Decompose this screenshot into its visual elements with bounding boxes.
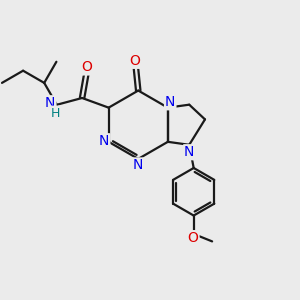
Text: O: O (129, 54, 140, 68)
Text: N: N (99, 134, 110, 148)
Text: H: H (50, 106, 60, 120)
Text: O: O (81, 60, 92, 74)
Text: O: O (188, 231, 199, 245)
Text: N: N (133, 158, 143, 172)
Text: N: N (165, 95, 175, 109)
Text: N: N (184, 145, 194, 159)
Text: N: N (45, 96, 56, 110)
